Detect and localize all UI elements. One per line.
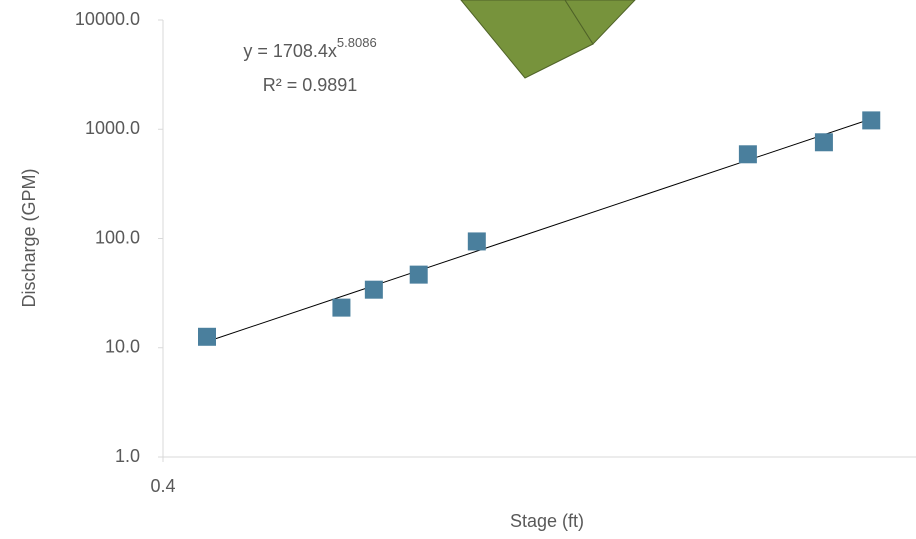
y-tick-label: 100.0: [95, 227, 140, 247]
equation-text: y = 1708.4x: [243, 41, 337, 61]
data-point: [198, 328, 216, 346]
data-point: [862, 111, 880, 129]
y-tick-label: 1000.0: [85, 118, 140, 138]
equation-exponent: 5.8086: [337, 35, 377, 50]
data-point: [332, 299, 350, 317]
data-point: [365, 281, 383, 299]
data-point: [815, 133, 833, 151]
trend-equation: y = 1708.4x5.8086: [243, 35, 376, 60]
y-tick-label: 10.0: [105, 337, 140, 357]
trendline: [207, 119, 871, 342]
data-point: [468, 232, 486, 250]
x-axis-label: Stage (ft): [510, 511, 584, 531]
y-tick-label: 1.0: [115, 446, 140, 466]
y-axis-label: Discharge (GPM): [19, 168, 39, 307]
page: {"chart_data": {"type": "scatter", "x_la…: [0, 0, 916, 539]
data-point: [739, 145, 757, 163]
y-tick-label: 10000.0: [75, 9, 140, 29]
data-point: [410, 266, 428, 284]
chart: y = 1708.4x5.8086 R² = 0.9891 Stage (ft)…: [0, 0, 916, 539]
x-tick-label: 0.4: [150, 476, 175, 496]
r-squared: R² = 0.9891: [263, 75, 358, 95]
